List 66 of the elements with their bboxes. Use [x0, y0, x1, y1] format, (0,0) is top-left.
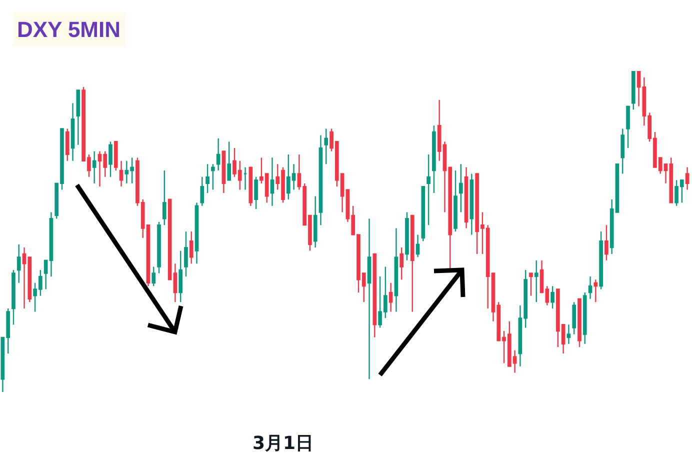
candlestick: [12, 269, 16, 326]
candlestick: [604, 224, 608, 261]
candlestick: [222, 150, 226, 194]
candlestick: [578, 298, 582, 348]
candlestick: [194, 202, 199, 264]
candlestick: [529, 272, 533, 296]
candlestick: [76, 90, 80, 146]
candlestick: [200, 176, 204, 206]
candlestick: [324, 128, 328, 165]
candlestick: [44, 260, 48, 290]
x-tick-label: 3月1日: [252, 433, 314, 454]
candlestick: [626, 106, 630, 149]
candlestick: [70, 102, 75, 162]
candlestick: [400, 246, 404, 280]
candlestick: [470, 173, 474, 236]
candlestick: [599, 230, 603, 290]
candlestick: [270, 157, 274, 206]
candlestick: [426, 154, 430, 226]
candlestick: [184, 230, 188, 278]
candlestick: [157, 221, 161, 274]
candlestick: [211, 163, 215, 190]
candlestick: [416, 234, 420, 258]
candlestick: [313, 196, 318, 248]
candlestick: [572, 302, 576, 335]
candlestick: [178, 250, 183, 303]
candlestick: [534, 260, 538, 303]
candlestick: [152, 266, 156, 287]
chart-title: DXY 5MIN: [17, 17, 121, 42]
candlestick: [92, 150, 96, 184]
candlestick: [636, 71, 641, 107]
candlestick: [620, 128, 625, 174]
candlestick: [566, 324, 571, 344]
candlestick: [594, 279, 598, 303]
candlestick: [394, 228, 398, 312]
candlestick: [114, 141, 118, 172]
candlestick: [173, 263, 178, 303]
candlestick: [582, 292, 587, 344]
candlestick: [248, 166, 253, 206]
candlestick: [189, 230, 194, 264]
candlestick: [227, 141, 232, 181]
candlestick: [367, 218, 372, 380]
candlestick: [631, 71, 636, 110]
candlestick: [108, 141, 112, 178]
candlestick: [243, 166, 248, 190]
candlestick: [372, 253, 377, 338]
candlestick: [388, 282, 393, 312]
candlestick: [119, 160, 124, 188]
candlestick: [49, 212, 54, 278]
candlestick: [254, 176, 258, 210]
candlestick: [410, 214, 414, 312]
candlestick: [588, 276, 592, 300]
candlestick: [65, 128, 70, 162]
candlestick: [550, 285, 554, 310]
candlestick: [216, 138, 220, 172]
candlestick: [685, 166, 690, 190]
candlestick: [421, 186, 426, 242]
candlestick: [432, 124, 436, 194]
candlestick: [16, 244, 21, 284]
candlestick: [458, 163, 463, 213]
candlestick: [454, 170, 458, 232]
candlestick: [168, 198, 172, 280]
candlestick: [405, 212, 409, 261]
candlestick: [162, 170, 166, 226]
candlestick: [318, 134, 323, 226]
candlestick: [206, 163, 210, 194]
candlestick: [464, 166, 468, 229]
